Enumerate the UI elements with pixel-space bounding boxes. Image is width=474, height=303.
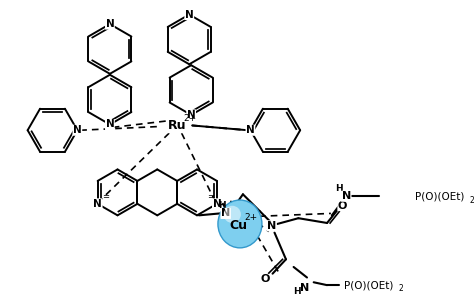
Text: H: H: [335, 184, 342, 193]
Text: 2+: 2+: [244, 213, 257, 222]
Text: N: N: [106, 19, 114, 29]
Text: N: N: [73, 125, 82, 135]
Text: =: =: [207, 192, 214, 201]
Text: N: N: [221, 208, 230, 218]
Ellipse shape: [224, 206, 241, 223]
Text: N: N: [212, 199, 221, 209]
Text: N: N: [93, 199, 102, 209]
Text: N: N: [106, 119, 114, 129]
Text: N: N: [187, 110, 196, 120]
Ellipse shape: [218, 200, 262, 248]
Text: O: O: [337, 201, 347, 211]
Text: N: N: [246, 125, 255, 135]
Text: N: N: [185, 9, 193, 19]
Text: P(O)(OEt): P(O)(OEt): [415, 191, 465, 201]
Text: N: N: [342, 191, 351, 201]
Text: =: =: [102, 192, 109, 201]
Text: 2+: 2+: [183, 114, 197, 123]
Text: P(O)(OEt): P(O)(OEt): [344, 280, 394, 290]
Text: Cu: Cu: [229, 219, 247, 232]
Text: 2: 2: [399, 285, 403, 294]
Text: N: N: [267, 221, 276, 231]
Text: H: H: [293, 287, 301, 296]
Text: H: H: [218, 201, 226, 210]
Text: 2: 2: [470, 195, 474, 205]
Text: N: N: [301, 283, 310, 293]
Text: Ru: Ru: [168, 119, 186, 132]
Text: O: O: [260, 275, 270, 285]
